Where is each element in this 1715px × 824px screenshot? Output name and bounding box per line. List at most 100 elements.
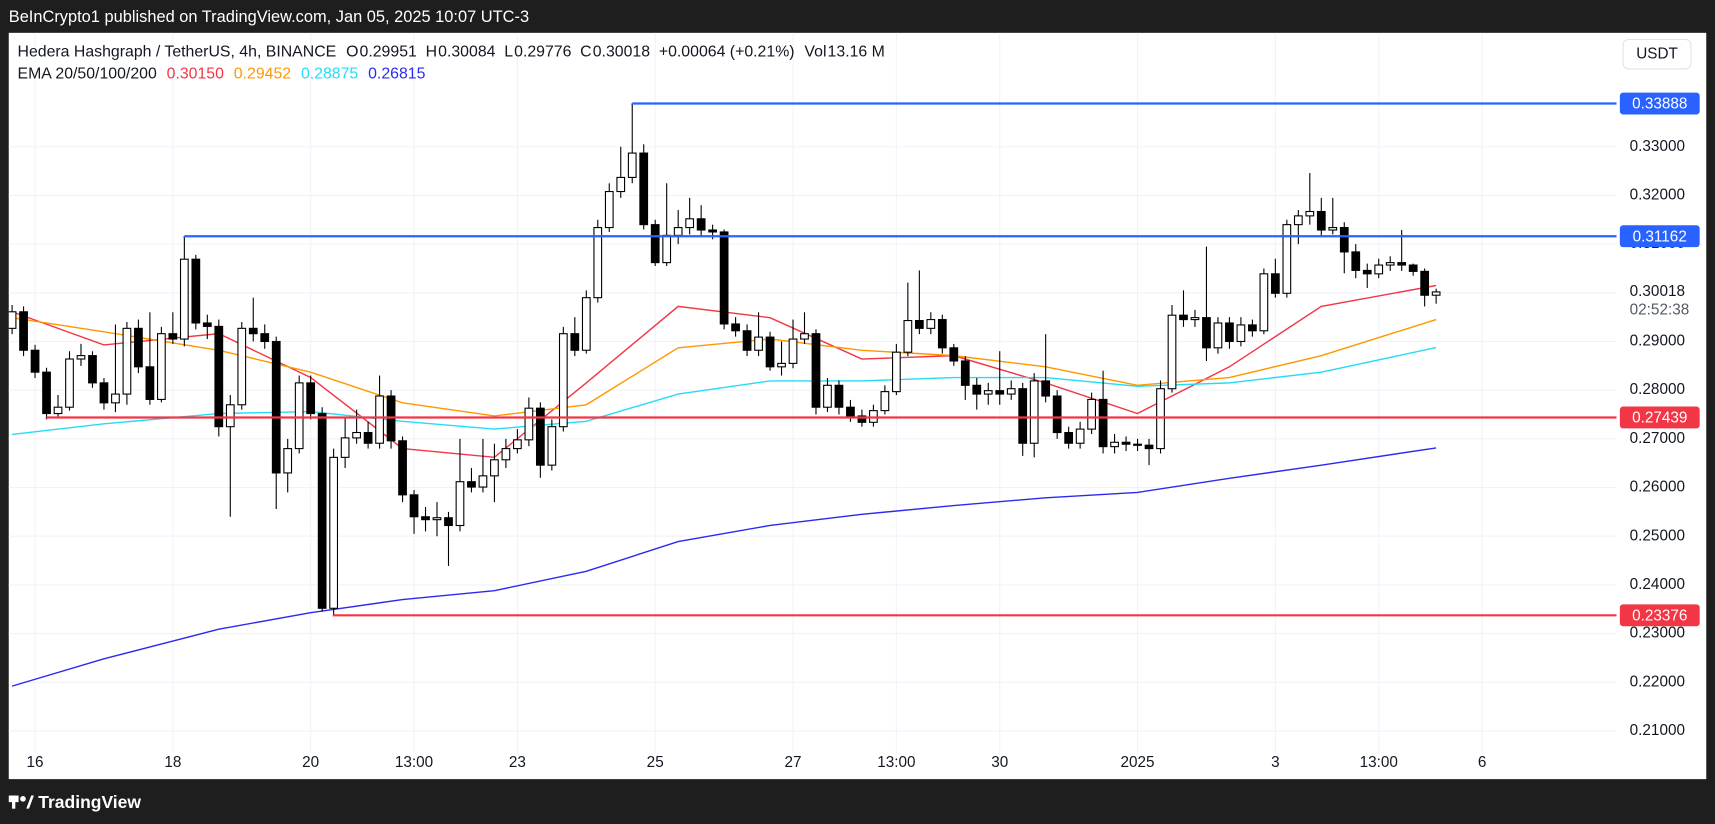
candle-body	[134, 327, 143, 368]
x-tick-label: 3	[1271, 754, 1280, 771]
ema-legend-value: 0.29452	[234, 66, 291, 83]
candle-body	[627, 152, 637, 178]
volume-letter: Vol	[804, 44, 826, 61]
ohlc-letter: C	[580, 44, 591, 61]
symbol-title: Hedera Hashgraph / TetherUS, 4h, BINANCE	[17, 44, 336, 61]
candle-body	[892, 351, 901, 393]
candle-body	[225, 404, 235, 428]
candle-body	[708, 229, 718, 233]
candle-body	[662, 234, 672, 264]
candle-body	[19, 311, 28, 351]
level-price-label: 0.31162	[1633, 228, 1687, 245]
candle-body	[490, 459, 499, 477]
ema-line	[11, 316, 1437, 417]
candle-body	[1098, 398, 1108, 448]
candle-body	[1064, 431, 1074, 444]
candle-body	[765, 336, 775, 368]
candle-body	[1420, 270, 1430, 296]
currency-label: USDT	[1636, 46, 1678, 63]
x-tick-label: 16	[27, 754, 44, 771]
chart-area	[8, 32, 1707, 780]
ema-line	[11, 447, 1437, 687]
ema-legend-value: 0.30150	[167, 66, 224, 83]
candle-body	[398, 440, 407, 496]
level-price-box	[1619, 406, 1700, 429]
x-tick-label: 30	[991, 754, 1008, 771]
candle-body	[788, 338, 798, 364]
candle-body	[535, 407, 545, 466]
candle-body	[1029, 380, 1039, 444]
candle-body	[122, 327, 132, 395]
candle-body	[432, 517, 442, 521]
change-value: +0.00064 (+0.21%)	[659, 44, 795, 61]
candle-body	[1397, 262, 1407, 266]
candle-body	[972, 384, 982, 395]
candle-body	[513, 439, 522, 450]
candle-body	[1144, 444, 1154, 450]
candle-body	[157, 333, 166, 400]
candle-body	[593, 227, 603, 299]
y-tick-label: 0.33000	[1630, 138, 1685, 155]
candle-body	[1305, 210, 1315, 217]
y-tick-label: 0.22000	[1630, 673, 1685, 690]
candle-body	[1006, 388, 1016, 395]
candle-body	[1248, 324, 1257, 332]
candle-body	[363, 431, 373, 444]
candle-body	[1259, 273, 1269, 332]
candle-body	[1431, 291, 1441, 296]
candle-body	[960, 360, 970, 386]
candle-body	[823, 384, 832, 408]
candle-body	[914, 320, 924, 329]
candle-body	[1052, 395, 1062, 434]
candle-body	[375, 395, 384, 444]
candle-body	[260, 333, 270, 343]
candle-body	[501, 448, 511, 461]
candle-body	[1041, 380, 1051, 397]
candle-body	[524, 407, 534, 441]
y-tick-label: 0.24000	[1630, 576, 1685, 593]
candle-body	[800, 333, 809, 340]
candle-body	[846, 406, 855, 417]
candle-body	[558, 333, 568, 428]
x-tick-label: 13:00	[877, 754, 915, 771]
y-tick-label: 0.21000	[1630, 722, 1685, 739]
candle-body	[8, 311, 17, 329]
currency-button[interactable]	[1622, 38, 1692, 70]
ohlc-value: 0.29951	[360, 44, 417, 61]
candle-body	[421, 516, 430, 521]
candle-body	[455, 481, 465, 527]
candle-body	[995, 390, 1005, 395]
candle-body	[76, 355, 86, 360]
x-tick-label: 13:00	[395, 754, 433, 771]
candle-body	[99, 382, 109, 404]
candle-body	[650, 224, 660, 264]
brand-logo	[8, 795, 34, 809]
candle-body	[467, 481, 476, 488]
candle-body	[88, 355, 97, 384]
candle-body	[53, 406, 63, 415]
candle-body	[1075, 428, 1085, 444]
candle-body	[696, 218, 706, 231]
candle-body	[857, 415, 867, 423]
indicator-title: EMA 20/50/100/200	[17, 66, 156, 83]
candle-body	[742, 330, 752, 351]
x-tick-label: 25	[647, 754, 664, 771]
candle-body	[834, 384, 844, 408]
y-tick-label: 0.27000	[1630, 430, 1685, 447]
candle-body	[1385, 262, 1395, 266]
ohlc-value: 0.30084	[438, 44, 495, 61]
candle-body	[685, 218, 695, 229]
candle-body	[1316, 210, 1326, 231]
candle-body	[237, 327, 247, 406]
candle-body	[1362, 269, 1372, 275]
candle-body	[294, 382, 304, 450]
candle-body	[179, 258, 189, 340]
brand-name: TradingView	[38, 792, 141, 812]
candle-body	[329, 456, 339, 609]
candle-body	[1374, 264, 1384, 275]
candle-body	[811, 333, 821, 408]
last-price-label: 0.30018	[1630, 283, 1685, 300]
candle-body	[168, 333, 178, 340]
candle-body	[283, 448, 293, 474]
